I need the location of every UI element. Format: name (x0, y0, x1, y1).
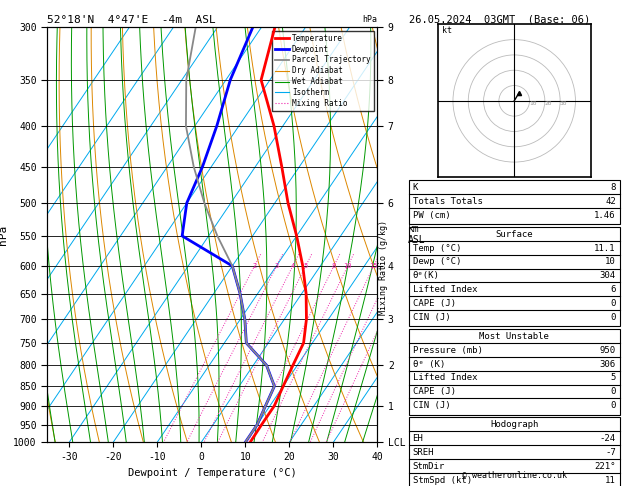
Text: 8: 8 (331, 263, 336, 269)
Text: 11.1: 11.1 (594, 243, 616, 253)
Text: 3: 3 (274, 263, 279, 269)
Text: StmSpd (kt): StmSpd (kt) (413, 476, 472, 485)
Text: 306: 306 (599, 360, 616, 368)
Text: Temp (°C): Temp (°C) (413, 243, 461, 253)
Text: 0: 0 (610, 401, 616, 410)
Text: PW (cm): PW (cm) (413, 210, 450, 220)
Text: Surface: Surface (496, 230, 533, 239)
Text: Pressure (mb): Pressure (mb) (413, 346, 482, 355)
Text: Hodograph: Hodograph (490, 420, 538, 429)
Text: CAPE (J): CAPE (J) (413, 299, 455, 308)
Text: 4: 4 (291, 263, 295, 269)
Text: SREH: SREH (413, 448, 434, 457)
Text: 2: 2 (252, 263, 257, 269)
Text: Most Unstable: Most Unstable (479, 332, 549, 341)
Text: 10: 10 (530, 102, 537, 106)
Text: Lifted Index: Lifted Index (413, 373, 477, 382)
Text: 11: 11 (605, 476, 616, 485)
Text: 5: 5 (304, 263, 308, 269)
Text: 221°: 221° (594, 462, 616, 471)
Text: kt: kt (442, 26, 452, 35)
Text: Lifted Index: Lifted Index (413, 285, 477, 294)
Text: 304: 304 (599, 271, 616, 280)
Text: 1.46: 1.46 (594, 210, 616, 220)
Text: Mixing Ratio (g/kg): Mixing Ratio (g/kg) (379, 220, 388, 315)
Text: Totals Totals: Totals Totals (413, 197, 482, 206)
Text: -24: -24 (599, 434, 616, 443)
Text: Dewp (°C): Dewp (°C) (413, 258, 461, 266)
Text: StmDir: StmDir (413, 462, 445, 471)
Text: 5: 5 (610, 373, 616, 382)
Text: 42: 42 (605, 197, 616, 206)
Text: 950: 950 (599, 346, 616, 355)
Text: CAPE (J): CAPE (J) (413, 387, 455, 396)
Y-axis label: km
ASL: km ASL (408, 224, 426, 245)
X-axis label: Dewpoint / Temperature (°C): Dewpoint / Temperature (°C) (128, 468, 297, 478)
Text: 20: 20 (545, 102, 552, 106)
Text: CIN (J): CIN (J) (413, 401, 450, 410)
Text: 26.05.2024  03GMT  (Base: 06): 26.05.2024 03GMT (Base: 06) (409, 15, 590, 25)
Text: © weatheronline.co.uk: © weatheronline.co.uk (462, 470, 567, 480)
Text: 6: 6 (610, 285, 616, 294)
Text: -7: -7 (605, 448, 616, 457)
Text: 0: 0 (610, 313, 616, 322)
Text: 52°18'N  4°47'E  -4m  ASL: 52°18'N 4°47'E -4m ASL (47, 15, 216, 25)
Legend: Temperature, Dewpoint, Parcel Trajectory, Dry Adiabat, Wet Adiabat, Isotherm, Mi: Temperature, Dewpoint, Parcel Trajectory… (272, 31, 374, 111)
Text: 0: 0 (610, 299, 616, 308)
Text: θᵉ(K): θᵉ(K) (413, 271, 440, 280)
Text: 8: 8 (610, 183, 616, 192)
Text: hPa: hPa (362, 15, 377, 24)
Text: CIN (J): CIN (J) (413, 313, 450, 322)
Text: θᵉ (K): θᵉ (K) (413, 360, 445, 368)
Text: 30: 30 (560, 102, 567, 106)
Text: K: K (413, 183, 418, 192)
Text: EH: EH (413, 434, 423, 443)
Y-axis label: hPa: hPa (0, 225, 8, 244)
Text: 10: 10 (343, 263, 352, 269)
Text: 15: 15 (369, 263, 378, 269)
Text: 10: 10 (605, 258, 616, 266)
Text: 0: 0 (610, 387, 616, 396)
